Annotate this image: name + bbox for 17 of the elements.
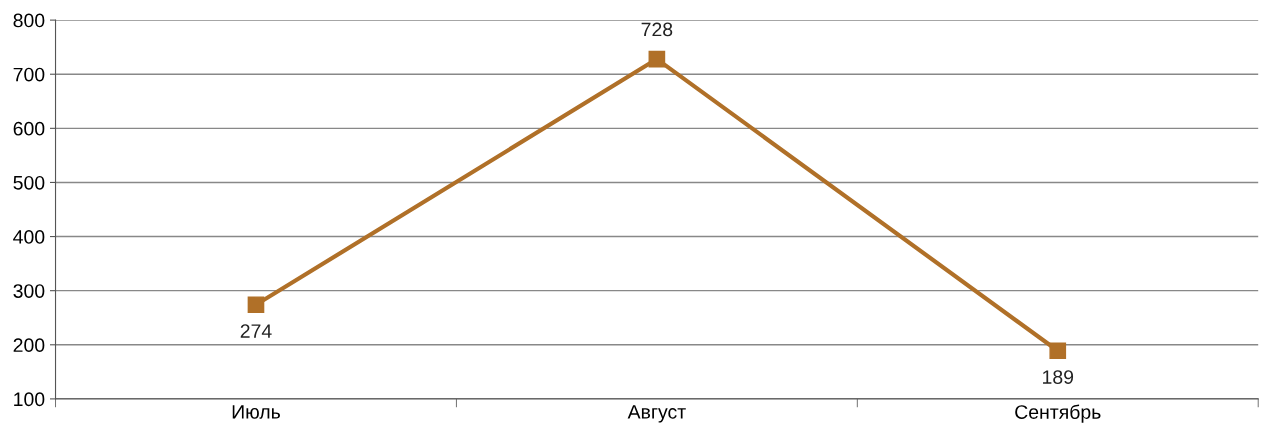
x-tick-label: Август xyxy=(627,405,686,423)
x-tick-label: Сентябрь xyxy=(1015,404,1101,423)
y-tick-label: 600 xyxy=(13,121,45,136)
y-tick-label: 700 xyxy=(13,67,45,82)
x-tick-label: Июль xyxy=(232,405,280,419)
point xyxy=(648,50,666,68)
y-tick-label: 200 xyxy=(13,338,45,353)
data-label: 274 xyxy=(240,324,272,338)
point xyxy=(1049,342,1067,360)
point xyxy=(247,296,265,314)
y-tick-label: 300 xyxy=(13,284,45,298)
data-label: 728 xyxy=(641,22,673,37)
data-label: 189 xyxy=(1043,370,1074,384)
y-tick-label: 800 xyxy=(13,13,45,28)
y-tick-label: 500 xyxy=(13,175,45,190)
y-tick-label: 100 xyxy=(14,392,45,407)
y-tick-label: 400 xyxy=(13,230,45,244)
